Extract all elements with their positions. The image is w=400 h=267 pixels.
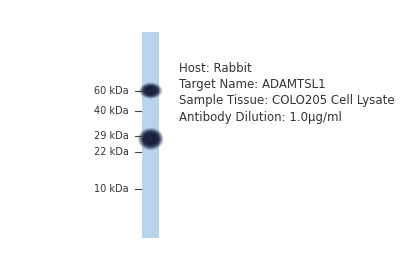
Text: Sample Tissue: COLO205 Cell Lysate: Sample Tissue: COLO205 Cell Lysate (179, 95, 394, 107)
Ellipse shape (140, 130, 161, 148)
Ellipse shape (147, 136, 155, 142)
Ellipse shape (140, 129, 162, 149)
Text: Antibody Dilution: 1.0μg/ml: Antibody Dilution: 1.0μg/ml (179, 111, 342, 124)
Text: 10 kDa: 10 kDa (94, 184, 129, 194)
Ellipse shape (140, 83, 162, 98)
Text: 29 kDa: 29 kDa (94, 131, 129, 141)
Ellipse shape (139, 128, 163, 150)
Ellipse shape (148, 88, 154, 93)
Bar (142, 32, 159, 238)
Ellipse shape (142, 84, 160, 97)
Text: 60 kDa: 60 kDa (94, 86, 129, 96)
Ellipse shape (143, 132, 158, 146)
Text: 22 kDa: 22 kDa (94, 147, 129, 157)
Ellipse shape (141, 131, 160, 147)
Text: Host: Rabbit: Host: Rabbit (179, 61, 252, 74)
Ellipse shape (144, 133, 157, 145)
Ellipse shape (139, 83, 162, 99)
Ellipse shape (143, 85, 159, 96)
Ellipse shape (141, 84, 161, 97)
Ellipse shape (144, 86, 158, 96)
Ellipse shape (146, 135, 156, 143)
Text: Target Name: ADAMTSL1: Target Name: ADAMTSL1 (179, 78, 325, 91)
Ellipse shape (145, 86, 157, 95)
Ellipse shape (148, 136, 154, 142)
Text: 40 kDa: 40 kDa (94, 106, 129, 116)
Ellipse shape (146, 87, 156, 94)
Ellipse shape (138, 128, 164, 150)
Ellipse shape (142, 132, 159, 146)
Ellipse shape (145, 134, 156, 144)
Ellipse shape (146, 88, 155, 94)
